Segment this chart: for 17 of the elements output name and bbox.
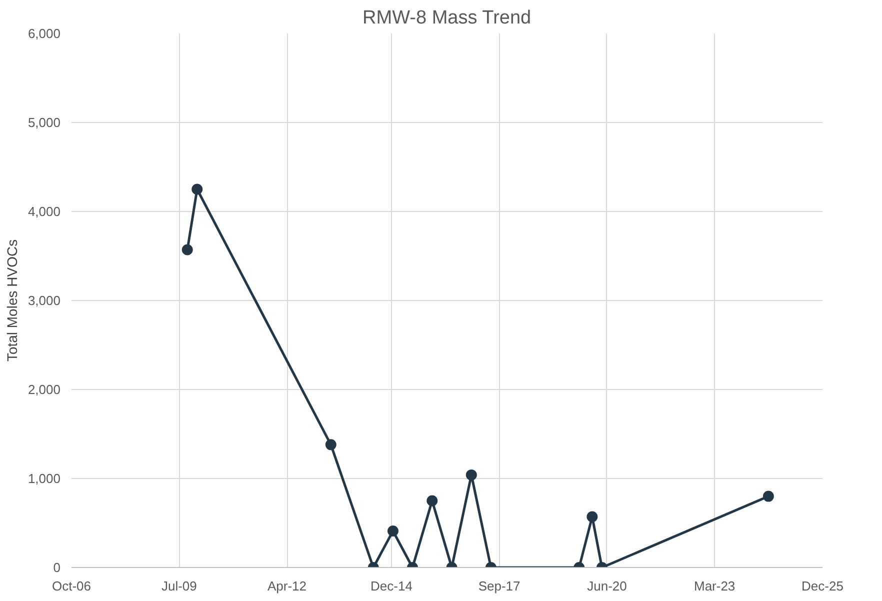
y-tick-label: 0 [53, 560, 61, 575]
x-tick-label: Jun-20 [587, 578, 627, 594]
y-tick-label: 2,000 [28, 382, 61, 397]
y-tick-label: 1,000 [28, 471, 61, 486]
y-tick-label: 5,000 [28, 115, 61, 130]
x-tick-label: Jul-09 [161, 578, 197, 594]
y-axis-title: Total Moles HVOCs [4, 239, 20, 362]
y-tick-label: 4,000 [28, 204, 61, 219]
x-tick-label: Sep-17 [478, 578, 520, 594]
chart-title: RMW-8 Mass Trend [362, 8, 532, 28]
y-tick-label: 3,000 [28, 293, 61, 308]
x-tick-label: Oct-06 [52, 578, 92, 594]
y-tick-label: 6,000 [28, 26, 61, 41]
x-tick-label: Apr-12 [267, 578, 307, 594]
x-tick-label: Mar-23 [694, 578, 736, 594]
x-tick-label: Dec-25 [802, 578, 844, 594]
x-tick-label: Dec-14 [370, 578, 412, 594]
